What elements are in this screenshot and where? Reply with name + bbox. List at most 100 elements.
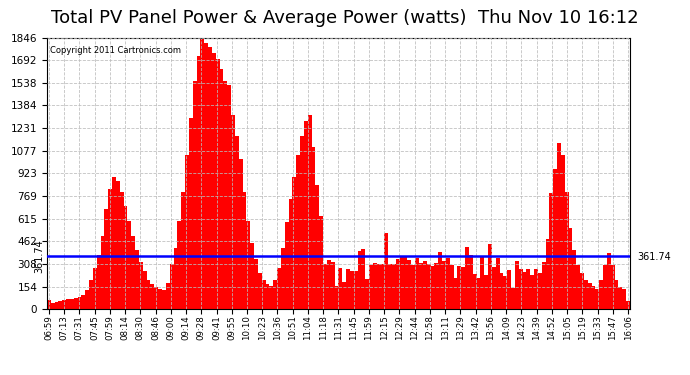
- Bar: [200, 38, 204, 309]
- Bar: [381, 264, 384, 309]
- Bar: [170, 264, 173, 309]
- Bar: [354, 271, 357, 309]
- Bar: [162, 290, 166, 309]
- Bar: [595, 289, 600, 309]
- Bar: [600, 280, 603, 309]
- Bar: [239, 159, 243, 309]
- Bar: [591, 286, 595, 309]
- Bar: [108, 189, 112, 309]
- Bar: [254, 259, 258, 309]
- Bar: [266, 284, 269, 309]
- Bar: [197, 56, 200, 309]
- Bar: [576, 265, 580, 309]
- Bar: [86, 290, 89, 309]
- Bar: [369, 266, 373, 309]
- Bar: [362, 249, 365, 309]
- Bar: [335, 286, 339, 309]
- Bar: [515, 261, 519, 309]
- Bar: [300, 136, 304, 309]
- Bar: [304, 121, 308, 309]
- Bar: [281, 248, 285, 309]
- Bar: [124, 206, 128, 309]
- Bar: [584, 280, 588, 309]
- Bar: [93, 268, 97, 309]
- Bar: [296, 155, 300, 309]
- Bar: [327, 260, 331, 309]
- Bar: [400, 256, 404, 309]
- Bar: [546, 238, 549, 309]
- Bar: [224, 81, 227, 309]
- Bar: [465, 247, 469, 309]
- Bar: [319, 216, 323, 309]
- Bar: [227, 84, 231, 309]
- Bar: [484, 275, 488, 309]
- Bar: [446, 258, 450, 309]
- Bar: [231, 115, 235, 309]
- Bar: [155, 287, 158, 309]
- Bar: [488, 244, 492, 309]
- Bar: [561, 155, 564, 309]
- Bar: [342, 282, 346, 309]
- Bar: [81, 295, 86, 309]
- Bar: [549, 193, 553, 309]
- Bar: [480, 256, 484, 309]
- Bar: [193, 81, 197, 309]
- Bar: [158, 289, 162, 309]
- Bar: [147, 280, 150, 309]
- Bar: [573, 251, 576, 309]
- Bar: [404, 257, 408, 309]
- Bar: [331, 262, 335, 309]
- Bar: [47, 300, 51, 309]
- Bar: [339, 268, 342, 309]
- Bar: [564, 192, 569, 309]
- Bar: [511, 288, 515, 309]
- Bar: [626, 300, 630, 309]
- Bar: [469, 255, 473, 309]
- Bar: [408, 260, 411, 309]
- Bar: [258, 273, 262, 309]
- Bar: [457, 266, 461, 309]
- Bar: [312, 147, 315, 309]
- Bar: [77, 297, 81, 309]
- Bar: [262, 280, 266, 309]
- Bar: [603, 265, 607, 309]
- Bar: [392, 264, 396, 309]
- Bar: [450, 265, 453, 309]
- Bar: [204, 43, 208, 309]
- Bar: [622, 289, 626, 309]
- Bar: [250, 243, 254, 309]
- Bar: [323, 264, 327, 309]
- Bar: [434, 263, 438, 309]
- Bar: [396, 259, 400, 309]
- Bar: [607, 254, 611, 309]
- Bar: [557, 143, 561, 309]
- Bar: [212, 53, 216, 309]
- Bar: [120, 192, 124, 309]
- Bar: [143, 271, 147, 309]
- Bar: [377, 264, 381, 309]
- Bar: [492, 267, 495, 309]
- Bar: [51, 303, 55, 309]
- Bar: [269, 286, 273, 309]
- Bar: [357, 251, 362, 309]
- Bar: [423, 261, 426, 309]
- Bar: [59, 302, 62, 309]
- Bar: [611, 265, 615, 309]
- Bar: [55, 302, 59, 309]
- Bar: [522, 272, 526, 309]
- Text: Copyright 2011 Cartronics.com: Copyright 2011 Cartronics.com: [50, 46, 181, 55]
- Bar: [588, 283, 591, 309]
- Text: Total PV Panel Power & Average Power (watts)  Thu Nov 10 16:12: Total PV Panel Power & Average Power (wa…: [51, 9, 639, 27]
- Bar: [580, 273, 584, 309]
- Bar: [131, 236, 135, 309]
- Bar: [166, 283, 170, 309]
- Bar: [208, 47, 212, 309]
- Bar: [538, 273, 542, 309]
- Bar: [216, 59, 219, 309]
- Bar: [112, 177, 116, 309]
- Bar: [246, 221, 250, 309]
- Bar: [507, 270, 511, 309]
- Bar: [70, 298, 74, 309]
- Bar: [495, 258, 500, 309]
- Bar: [373, 263, 377, 309]
